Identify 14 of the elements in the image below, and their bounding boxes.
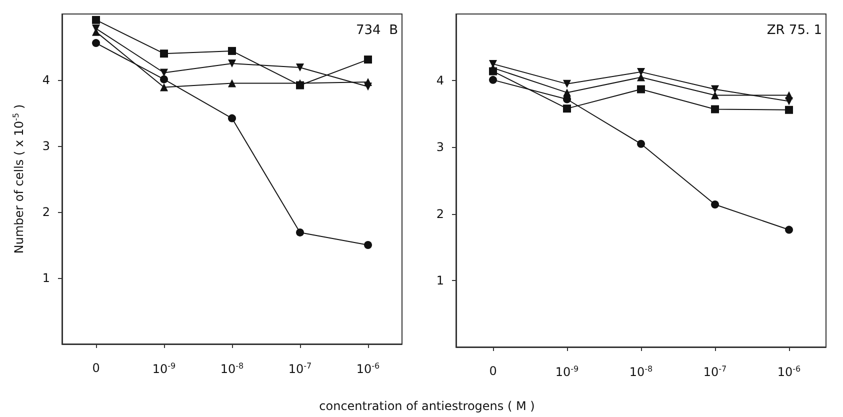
- annotation: 734 B: [356, 23, 398, 38]
- y-tick-label: 2: [436, 206, 444, 221]
- y-tick-label: 2: [42, 205, 50, 219]
- x-axis-title: concentration of antiestrogens ( M ): [319, 399, 535, 413]
- y-tick-label: 4: [436, 74, 444, 88]
- annotation: ZR 75. 1: [766, 23, 822, 38]
- y-tick-label: 4: [42, 73, 50, 87]
- y-tick-label: 3: [42, 139, 50, 153]
- y-tick-label: 3: [436, 140, 444, 154]
- y-axis-title: Number of cells ( x 10-5 ): [12, 104, 26, 254]
- y-tick-label: 1: [42, 271, 50, 285]
- x-tick-label: 0: [489, 364, 497, 378]
- y-tick-label: 1: [436, 273, 444, 288]
- x-tick-label: 0: [92, 361, 100, 375]
